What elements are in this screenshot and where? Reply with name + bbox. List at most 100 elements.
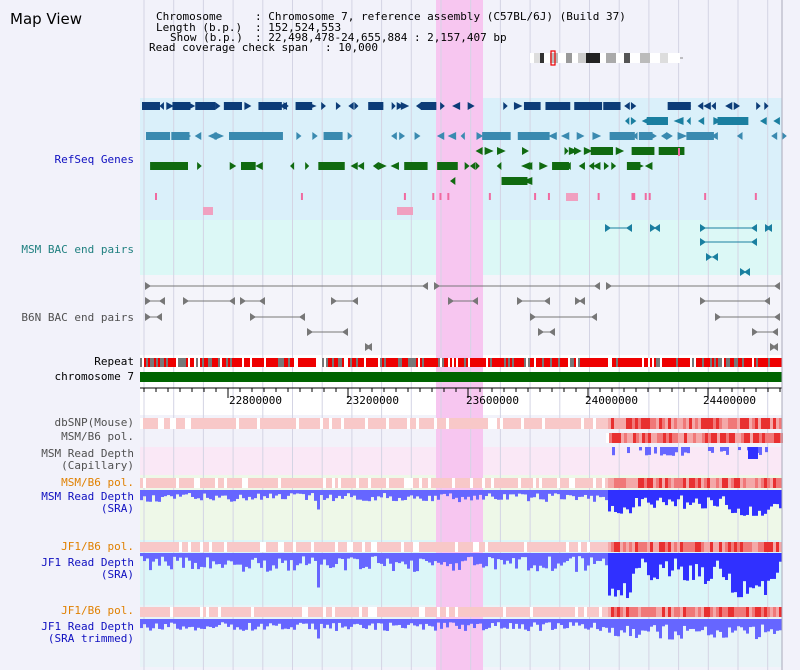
polymorphism-bin <box>536 418 539 429</box>
gene-arrow <box>725 102 733 110</box>
track-label-msm-depth-capillary[interactable]: MSM Read Depth <box>41 447 134 460</box>
read-depth-bin <box>149 553 152 571</box>
polymorphism-bin <box>290 418 293 429</box>
read-depth-bin <box>320 553 323 565</box>
polymorphism-bin <box>770 607 773 617</box>
read-depth-bin <box>437 490 440 500</box>
polymorphism-bin <box>224 478 227 488</box>
polymorphism-bin <box>764 418 767 429</box>
gene-arrow <box>350 162 358 170</box>
polymorphism-bin <box>311 418 314 429</box>
track-label-jf1-b6-pol-2[interactable]: JF1/B6 pol. <box>61 604 134 617</box>
repeat-element <box>386 358 388 367</box>
polymorphism-bin <box>707 418 710 429</box>
polymorphism-bin <box>611 607 614 617</box>
polymorphism-bin <box>416 542 419 552</box>
polymorphism-bin <box>332 418 335 429</box>
repeat-element <box>316 358 318 367</box>
show-label: Show (b.p.) <box>170 31 243 44</box>
track-label-jf1-depth-trimmed[interactable]: JF1 Read Depth <box>41 620 134 633</box>
track-label-dbsnp[interactable]: dbSNP(Mouse) <box>54 416 134 429</box>
polymorphism-bin <box>767 478 770 488</box>
track-label-jf1-depth-sra[interactable]: JF1 Read Depth <box>41 556 134 569</box>
track-label-jf1-b6-pol-1[interactable]: JF1/B6 pol. <box>61 540 134 553</box>
read-depth-bin <box>659 553 662 565</box>
repeat-element <box>308 358 310 367</box>
polymorphism-bin <box>626 607 629 617</box>
read-depth-bin <box>554 490 557 494</box>
read-depth-bin <box>773 553 776 579</box>
polymorphism-bin <box>671 542 674 552</box>
track-label-msm-b6-pol-1[interactable]: MSM/B6 pol. <box>61 430 134 443</box>
read-depth-bin <box>353 553 356 559</box>
repeat-element <box>282 358 284 367</box>
ideogram-band <box>578 53 586 63</box>
polymorphism-bin <box>644 418 647 429</box>
polymorphism-bin <box>335 478 338 488</box>
read-depth-bin <box>713 490 716 506</box>
polymorphism-bin <box>149 418 152 429</box>
polymorphism-bin <box>716 478 719 488</box>
ideogram-band <box>660 53 668 63</box>
read-depth-bin <box>146 490 149 502</box>
polymorphism-bin <box>680 418 683 429</box>
read-depth-bin <box>284 490 287 500</box>
ideogram-band <box>616 53 624 63</box>
track-label-msm-b6-pol-2[interactable]: MSM/B6 pol. <box>61 476 134 489</box>
read-depth-bin <box>242 619 245 631</box>
track-label-repeat[interactable]: Repeat <box>94 355 134 368</box>
read-depth-bin <box>443 553 446 563</box>
read-depth-bin <box>539 553 542 566</box>
read-depth-bin <box>248 619 251 623</box>
polymorphism-bin <box>605 542 608 552</box>
track-label-msm-depth-sra[interactable]: MSM Read Depth <box>41 490 134 503</box>
read-depth-bin <box>695 553 698 565</box>
polymorphism-bin <box>624 433 627 443</box>
repeat-element <box>216 358 218 367</box>
polymorphism-bin <box>693 433 696 443</box>
track-label-chromosome[interactable]: chromosome 7 <box>54 370 134 383</box>
bac-end <box>575 297 581 305</box>
read-depth-bin <box>377 553 380 564</box>
read-depth-bin <box>359 619 362 625</box>
bac-end <box>145 282 151 290</box>
read-depth-bin <box>572 553 575 557</box>
polymorphism-bin <box>257 542 260 552</box>
repeat-element <box>358 358 360 367</box>
polymorphism-bin <box>470 478 473 488</box>
gene-block <box>667 102 691 110</box>
track-label-msm-bac[interactable]: MSM BAC end pairs <box>21 243 134 256</box>
read-depth-bin <box>765 447 768 453</box>
polymorphism-bin <box>335 607 338 617</box>
track-label-b6n-bac[interactable]: B6N BAC end pairs <box>21 311 134 324</box>
gene-arrow <box>390 162 399 170</box>
track-label-msm-depth-capillary-sub: (Capillary) <box>61 459 134 472</box>
polymorphism-bin <box>380 478 383 488</box>
read-depth-bin <box>509 619 512 624</box>
read-depth-bin <box>647 619 650 632</box>
read-depth-bin <box>152 553 155 562</box>
read-depth-bin <box>386 490 389 499</box>
read-depth-bin <box>410 553 413 561</box>
polymorphism-bin <box>629 607 632 617</box>
gene-exon <box>432 193 435 200</box>
polymorphism-bin <box>713 478 716 488</box>
polymorphism-bin <box>701 607 704 617</box>
read-depth-bin <box>719 490 722 499</box>
track-label-refseq[interactable]: RefSeq Genes <box>54 153 134 166</box>
read-depth-bin <box>569 490 572 496</box>
polymorphism-bin <box>560 418 563 429</box>
polymorphism-bin <box>636 433 639 443</box>
read-depth-bin <box>653 490 656 508</box>
gene-arrow <box>347 132 353 140</box>
gene-arrow <box>686 117 691 125</box>
read-depth-bin <box>644 619 647 631</box>
polymorphism-bin <box>224 542 227 552</box>
polymorphism-bin <box>699 433 702 443</box>
repeat-element <box>436 358 438 367</box>
repeat-element <box>690 358 692 367</box>
polymorphism-bin <box>725 478 728 488</box>
read-depth-bin <box>536 619 539 625</box>
gene-arrow <box>615 147 625 155</box>
